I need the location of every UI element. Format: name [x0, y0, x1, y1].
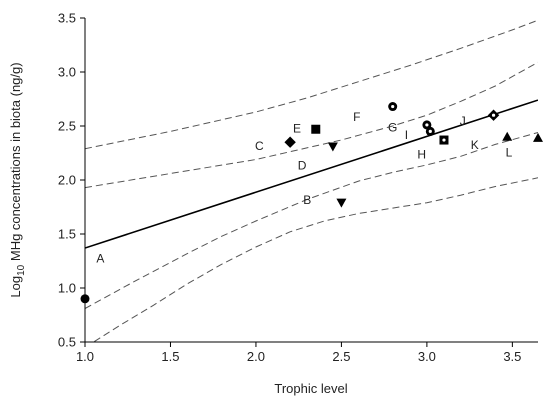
- prediction-band-upper-line: [85, 61, 538, 189]
- y-tick-label: 1.0: [58, 281, 76, 296]
- y-tick-label: 2.0: [58, 173, 76, 188]
- dashed-bands: [85, 19, 538, 342]
- data-point-center-dot: [442, 138, 446, 142]
- data-point-center-dot: [425, 123, 429, 127]
- point-label: E: [293, 122, 301, 136]
- data-point-square: [311, 124, 321, 134]
- data-point-triangle-up: [502, 131, 513, 141]
- confidence-band-upper-line: [85, 19, 538, 150]
- point-labels: A B C D E F G HI JK L: [96, 110, 512, 265]
- x-tick-label: 3.5: [503, 349, 521, 364]
- point-label: I: [405, 128, 408, 142]
- y-tick-label: 2.5: [58, 119, 76, 134]
- point-label: K: [471, 138, 479, 152]
- regression-line-group: [85, 99, 538, 249]
- x-tick-label: 3.0: [418, 349, 436, 364]
- point-label: B: [303, 193, 311, 207]
- data-point-triangle-down: [336, 198, 347, 208]
- y-tick-label: 1.5: [58, 227, 76, 242]
- y-axis-title-suffix: MHg concentrations in biota (ng/g): [8, 62, 23, 264]
- point-label: D: [298, 158, 307, 172]
- data-points: [80, 102, 543, 304]
- point-label: C: [255, 139, 264, 153]
- regression-line: [85, 99, 538, 249]
- point-label: A: [96, 251, 104, 265]
- data-point-center-dot: [391, 104, 395, 109]
- point-label: J: [460, 114, 466, 128]
- point-label: G: [388, 121, 397, 135]
- axes: 1.0 1.5 2.0 2.5 3.0 3.50.51.01.52.02.53.03.5: [58, 11, 538, 364]
- data-point-triangle-up: [533, 132, 543, 142]
- x-tick-label: 1.5: [161, 349, 179, 364]
- confidence-band-lower-line: [92, 177, 538, 342]
- x-tick-label: 2.0: [247, 349, 265, 364]
- y-tick-label: 3.5: [58, 11, 76, 26]
- y-tick-label: 0.5: [58, 335, 76, 350]
- x-tick-label: 2.5: [332, 349, 350, 364]
- data-point-diamond: [284, 136, 296, 148]
- data-point-center-dot: [428, 129, 432, 133]
- y-tick-label: 3.0: [58, 65, 76, 80]
- data-point-circle: [80, 294, 90, 304]
- y-axis-title-prefix: Log: [8, 276, 23, 298]
- data-point-triangle-down: [327, 142, 338, 152]
- point-label: F: [353, 110, 360, 124]
- x-axis-title: Trophic level: [274, 381, 347, 396]
- data-point-center-dot: [491, 113, 496, 117]
- x-tick-label: 1.0: [76, 349, 94, 364]
- y-axis-title: Log10 MHg concentrations in biota (ng/g): [8, 62, 27, 297]
- point-label: L: [506, 145, 513, 159]
- y-axis-title-subscript: 10: [16, 264, 27, 276]
- point-label: H: [417, 148, 426, 162]
- prediction-band-lower-line: [85, 132, 538, 309]
